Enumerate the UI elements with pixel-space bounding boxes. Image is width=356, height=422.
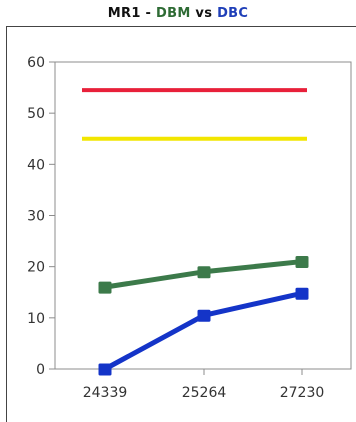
title-prefix: MR1 - xyxy=(107,6,157,21)
chart-title: MR1 - DBM vs DBC xyxy=(0,6,356,21)
frame-top-border xyxy=(6,26,356,27)
point-marker-green xyxy=(98,281,112,294)
y-tick-label: 30 xyxy=(27,209,45,225)
x-axis: 24339 25264 27230 xyxy=(83,369,325,401)
point-marker-blue xyxy=(98,363,112,376)
frame-left-border xyxy=(6,26,7,422)
y-tick-label: 60 xyxy=(27,55,45,71)
y-tick-label: 50 xyxy=(27,106,45,122)
point-marker-blue xyxy=(295,287,309,300)
series-layer xyxy=(82,88,309,376)
y-axis: 60 50 40 30 20 10 0 xyxy=(27,55,55,378)
plot-area xyxy=(54,61,352,370)
title-vs: vs xyxy=(190,6,218,21)
x-tick-label: 24339 xyxy=(83,385,128,401)
title-dbm: DBM xyxy=(156,6,191,21)
point-marker-green xyxy=(197,266,211,279)
x-tick-label: 25264 xyxy=(182,385,227,401)
y-tick-label: 10 xyxy=(27,311,45,327)
y-tick-label: 40 xyxy=(27,157,45,173)
y-tick-label: 20 xyxy=(27,260,45,276)
title-dbc: DBC xyxy=(217,6,249,21)
y-tick-label: 0 xyxy=(36,362,45,378)
point-marker-green xyxy=(295,256,309,269)
point-marker-blue xyxy=(197,309,211,322)
x-tick-label: 27230 xyxy=(280,385,325,401)
